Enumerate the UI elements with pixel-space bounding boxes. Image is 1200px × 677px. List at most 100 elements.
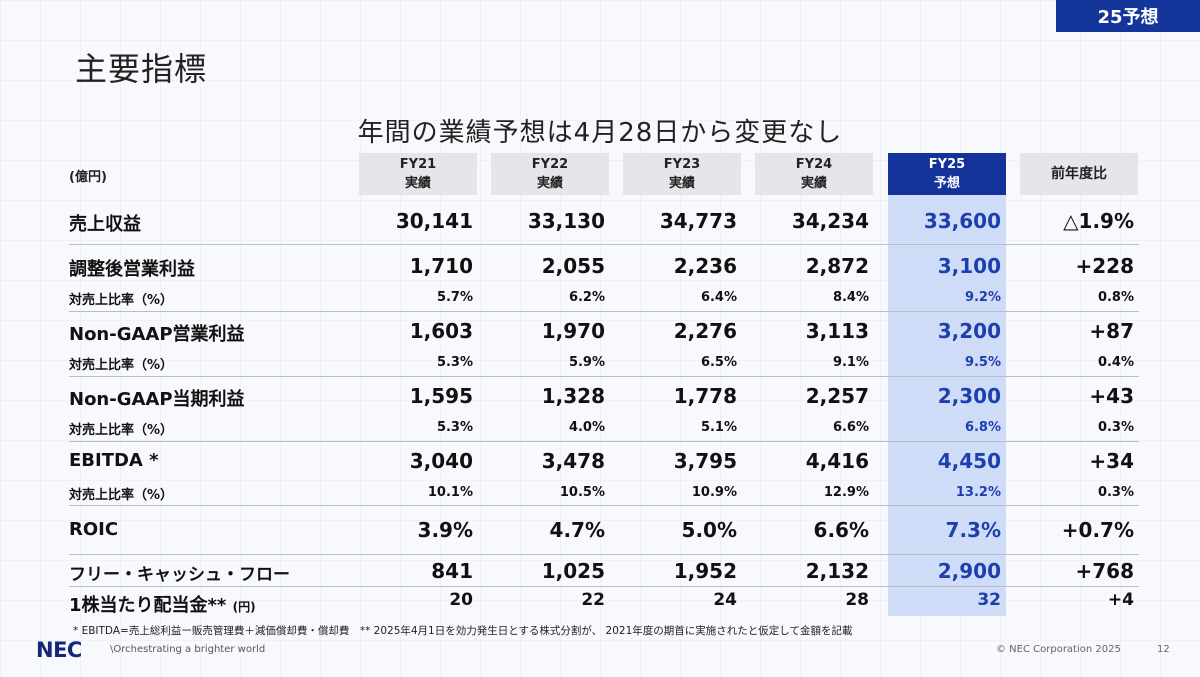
cell-fy23: 6.4%: [700, 290, 737, 305]
cell-fy22: 3,478: [541, 449, 605, 473]
cell-fy25: 4,450: [937, 449, 1001, 473]
row-label: 1株当たり配当金** (円): [69, 591, 256, 617]
table-row-adjusted-operating-profit: 調整後営業利益 1,710 2,055 2,236 2,872 3,100 +2…: [69, 253, 1139, 280]
column-header-fy25: FY25 予想: [888, 153, 1006, 195]
cell-fy21: 1,710: [409, 254, 473, 278]
cell-fy21: 3,040: [409, 449, 473, 473]
table-row-ebitda: EBITDA * 3,040 3,478 3,795 4,416 4,450 +…: [69, 448, 1139, 474]
cell-fy23: 2,236: [673, 254, 737, 278]
cell-fy24: 6.6%: [832, 420, 869, 435]
row-label: Non-GAAP当期利益: [69, 389, 245, 410]
row-label: 対売上比率（%）: [69, 293, 174, 308]
cell-fy25: 33,600: [923, 209, 1001, 233]
cell-fy22: 33,130: [527, 209, 605, 233]
row-label-unit: (円): [232, 600, 256, 614]
cell-fy25: 2,900: [937, 559, 1001, 583]
table-row-ratio: 対売上比率（%） 5.3% 4.0% 5.1% 6.6% 6.8% 0.3%: [69, 419, 1139, 438]
column-header-type: 実績: [536, 176, 563, 191]
table-row-revenue: 売上収益 30,141 33,130 34,773 34,234 33,600 …: [69, 208, 1139, 235]
cell-fy21: 5.3%: [436, 420, 473, 435]
cell-fy22: 1,025: [541, 559, 605, 583]
row-label: 売上収益: [69, 214, 141, 235]
column-header-type: 予想: [933, 176, 960, 191]
cell-fy21: 1,603: [409, 319, 473, 343]
cell-fy22: 1,328: [541, 384, 605, 408]
row-divider: [69, 441, 1139, 442]
cell-fy24: 9.1%: [832, 355, 869, 370]
cell-fy25: 9.5%: [964, 355, 1001, 370]
cell-fy25: 32: [977, 590, 1001, 610]
column-header-year: 前年度比: [1051, 165, 1107, 182]
column-header-year: FY23: [663, 157, 701, 172]
brand-tagline: \Orchestrating a brighter world: [110, 644, 266, 655]
row-label: 対売上比率（%）: [69, 488, 174, 503]
cell-fy22: 4.0%: [568, 420, 605, 435]
column-header-yoy: 前年度比: [1020, 153, 1138, 195]
table-row-non-gaap-operating-profit: Non-GAAP営業利益 1,603 1,970 2,276 3,113 3,2…: [69, 318, 1139, 345]
cell-fy24: 2,132: [805, 559, 869, 583]
cell-yoy: +87: [1089, 319, 1134, 343]
column-header-year: FY22: [531, 157, 569, 172]
cell-fy22: 10.5%: [559, 485, 605, 500]
cell-fy25: 6.8%: [964, 420, 1001, 435]
cell-yoy: +228: [1075, 254, 1134, 278]
forecast-column-highlight: [888, 195, 1006, 616]
cell-yoy: +43: [1089, 384, 1134, 408]
row-label: 対売上比率（%）: [69, 358, 174, 373]
column-header-fy24: FY24 実績: [755, 153, 873, 195]
row-divider: [69, 311, 1139, 312]
cell-yoy: +0.7%: [1061, 518, 1134, 542]
column-header-year: FY21: [399, 157, 437, 172]
column-header-type: 実績: [668, 176, 695, 191]
cell-fy23: 5.0%: [681, 518, 737, 542]
row-label: フリー・キャッシュ・フロー: [69, 565, 290, 585]
table-row-non-gaap-net-income: Non-GAAP当期利益 1,595 1,328 1,778 2,257 2,3…: [69, 383, 1139, 410]
cell-yoy: 0.3%: [1097, 485, 1134, 500]
cell-fy22: 22: [581, 590, 605, 610]
column-header-type: 実績: [800, 176, 827, 191]
column-header-fy22: FY22 実績: [491, 153, 609, 195]
cell-fy25: 13.2%: [955, 485, 1001, 500]
column-header-year: FY25: [928, 157, 966, 172]
cell-fy25: 9.2%: [964, 290, 1001, 305]
cell-fy24: 4,416: [805, 449, 869, 473]
forecast-badge: 25予想: [1056, 0, 1200, 32]
column-header-fy21: FY21 実績: [359, 153, 477, 195]
cell-yoy: +4: [1107, 590, 1134, 610]
row-label: Non-GAAP営業利益: [69, 324, 245, 345]
cell-fy21: 841: [431, 559, 473, 583]
cell-fy22: 2,055: [541, 254, 605, 278]
cell-fy24: 28: [845, 590, 869, 610]
column-header-fy23: FY23 実績: [623, 153, 741, 195]
page-title: 主要指標: [75, 50, 208, 88]
row-label: ROIC: [69, 519, 119, 540]
row-label: 調整後営業利益: [69, 259, 195, 280]
cell-fy21: 5.3%: [436, 355, 473, 370]
cell-fy23: 34,773: [659, 209, 737, 233]
row-label-text: 1株当たり配当金**: [69, 595, 227, 616]
cell-fy22: 1,970: [541, 319, 605, 343]
table-row-dividend-per-share: 1株当たり配当金** (円) 20 22 24 28 32 +4: [69, 589, 1139, 617]
cell-fy24: 6.6%: [813, 518, 869, 542]
row-divider: [69, 505, 1139, 506]
cell-fy23: 3,795: [673, 449, 737, 473]
cell-fy23: 6.5%: [700, 355, 737, 370]
row-label: 対売上比率（%）: [69, 423, 174, 438]
cell-yoy: 0.8%: [1097, 290, 1134, 305]
row-label: EBITDA *: [69, 450, 159, 471]
cell-fy25: 3,200: [937, 319, 1001, 343]
table-row-roic: ROIC 3.9% 4.7% 5.0% 6.6% 7.3% +0.7%: [69, 517, 1139, 543]
cell-fy24: 8.4%: [832, 290, 869, 305]
cell-fy22: 4.7%: [549, 518, 605, 542]
copyright: © NEC Corporation 2025: [996, 644, 1121, 655]
cell-yoy: +34: [1089, 449, 1134, 473]
cell-fy21: 30,141: [395, 209, 473, 233]
cell-fy23: 1,952: [673, 559, 737, 583]
cell-yoy: 0.3%: [1097, 420, 1134, 435]
cell-yoy: △1.9%: [1063, 209, 1134, 233]
cell-yoy: 0.4%: [1097, 355, 1134, 370]
row-divider: [69, 554, 1139, 555]
cell-fy22: 6.2%: [568, 290, 605, 305]
cell-fy25: 2,300: [937, 384, 1001, 408]
row-divider: [69, 586, 1139, 587]
